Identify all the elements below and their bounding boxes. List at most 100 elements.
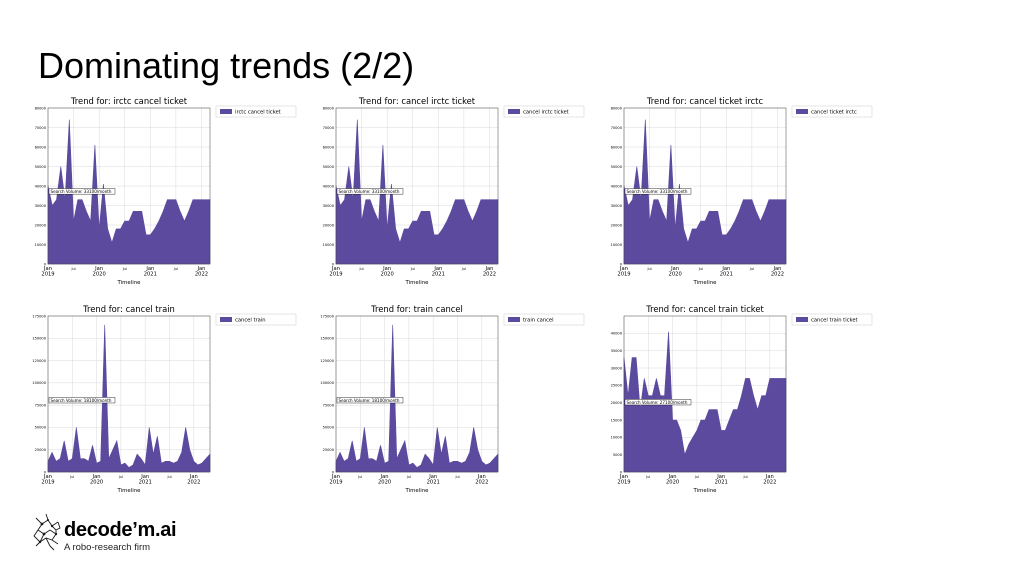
x-tick-label-line: 2019: [329, 272, 342, 278]
annotation-label: Search Volume: 18100/month: [51, 398, 112, 403]
x-tick-label-line: Jan: [716, 474, 725, 480]
trend-chart-cancel-ticket-irctc: Trend for: cancel ticket irctc 0 10000 2000…: [611, 96, 873, 286]
x-tick-label: Jan 2021: [432, 266, 445, 278]
x-tick-label-line: Jul: [698, 267, 703, 271]
chart-title: Trend for: cancel train: [82, 304, 175, 314]
trend-chart-cancel-train-ticket: Trend for: cancel train ticket 0 5000 10000…: [611, 304, 873, 494]
x-tick-label-line: 2019: [617, 480, 630, 486]
x-tick-label: Jan 2021: [715, 474, 728, 486]
brand-name: decode’m.ai: [64, 519, 177, 541]
x-tick-label-line: Jan: [189, 474, 198, 480]
trend-chart-cancel-train: Trend for: cancel train 0 25000 50000 75000 1…: [32, 304, 297, 494]
annotation-label: Search Volume: 33100/month: [339, 189, 400, 194]
x-tick-label-line: 2019: [329, 480, 342, 486]
x-tick-label-line: Jul: [454, 475, 459, 479]
annotation-box: [48, 397, 116, 404]
annotation-box: [624, 188, 692, 195]
y-tick-label: 40000: [611, 184, 623, 188]
y-tick-label: 0: [620, 262, 623, 266]
x-tick-label-line: 2021: [427, 480, 440, 486]
x-axis-label: Timeline: [693, 280, 718, 286]
x-tick-label-line: Jan: [484, 266, 493, 272]
y-tick-label: 80000: [611, 106, 623, 110]
x-tick-label-line: Jul: [71, 267, 76, 271]
y-tick-label: 30000: [611, 204, 623, 208]
y-tick-label: 35000: [611, 349, 623, 353]
x-tick-label-line: Jul: [69, 475, 74, 479]
x-tick-label: Jul: [742, 475, 747, 479]
series-area: [47, 324, 211, 473]
x-tick-label-line: Jul: [359, 267, 364, 271]
x-tick-label-line: 2021: [144, 272, 157, 278]
y-tick-label: 20000: [323, 223, 335, 227]
x-tick-label-line: Jan: [382, 266, 391, 272]
x-tick-label: Jan 2022: [763, 474, 776, 486]
y-tick-label: 5000: [613, 453, 623, 457]
x-tick-label-line: 2019: [41, 480, 54, 486]
x-tick-label-line: 2022: [195, 272, 208, 278]
legend: cancel train ticket: [791, 313, 873, 326]
x-tick-label: Jul: [359, 267, 364, 271]
x-tick-label: Jan 2019: [617, 266, 630, 278]
annotation-box: [48, 188, 116, 195]
y-tick-label: 0: [332, 470, 335, 474]
x-tick-label: Jan 2020: [90, 474, 103, 486]
x-tick-label: Jan 2022: [483, 266, 496, 278]
x-tick-label-line: Jan: [721, 266, 730, 272]
legend: train cancel: [503, 313, 585, 326]
y-tick-label: 50000: [35, 165, 47, 169]
x-tick-label-line: 2020: [666, 480, 679, 486]
annotation-label: Search Volume: 33100/month: [627, 189, 688, 194]
y-tick-label: 0: [332, 262, 335, 266]
y-tick-label: 15000: [611, 418, 623, 422]
legend-frame: [503, 105, 585, 118]
x-tick-label-line: Jan: [765, 474, 774, 480]
y-tick-label: 10000: [611, 243, 623, 247]
y-tick-label: 125000: [32, 359, 46, 363]
y-tick-label: 25000: [35, 448, 47, 452]
x-tick-label-line: Jan: [619, 266, 628, 272]
series-area: [335, 119, 499, 265]
legend-label: cancel irctc ticket: [523, 109, 569, 115]
plot-frame: [335, 107, 499, 265]
x-tick-label: Jul: [694, 475, 699, 479]
x-tick-label-line: Jul: [122, 267, 127, 271]
legend: cancel ticket irctc: [791, 105, 873, 118]
x-tick-label: Jul: [698, 267, 703, 271]
legend-frame: [215, 105, 297, 118]
x-tick-label-line: Jan: [145, 266, 154, 272]
x-tick-label-line: 2022: [475, 480, 488, 486]
series-area: [335, 324, 499, 473]
x-tick-label: Jan 2022: [771, 266, 784, 278]
y-tick-label: 175000: [32, 314, 46, 318]
legend-frame: [503, 313, 585, 326]
y-tick-label: 20000: [611, 401, 623, 405]
y-tick-label: 75000: [35, 403, 47, 407]
y-tick-label: 30000: [323, 204, 335, 208]
x-tick-label: Jan 2021: [720, 266, 733, 278]
x-tick-label: Jul: [454, 475, 459, 479]
annotation-box: [336, 397, 404, 404]
y-tick-label: 50000: [35, 426, 47, 430]
x-tick-label: Jul: [69, 475, 74, 479]
y-tick-label: 70000: [611, 126, 623, 130]
y-tick-label: 0: [44, 262, 47, 266]
x-tick-label: Jan 2022: [187, 474, 200, 486]
x-tick-label-line: Jan: [43, 266, 52, 272]
x-tick-label-line: 2022: [483, 272, 496, 278]
x-axis-label: Timeline: [405, 488, 430, 494]
x-tick-label: Jan 2022: [475, 474, 488, 486]
x-tick-label-line: Jan: [477, 474, 486, 480]
legend-label: irctc cancel ticket: [235, 109, 281, 115]
x-tick-label: Jan 2021: [139, 474, 152, 486]
plot-frame: [623, 107, 787, 265]
x-tick-label: Jul: [71, 267, 76, 271]
x-tick-label-line: Jul: [742, 475, 747, 479]
y-tick-label: 10000: [611, 436, 623, 440]
x-tick-label: Jan 2020: [93, 266, 106, 278]
x-tick-label-line: Jan: [772, 266, 781, 272]
x-tick-label-line: 2020: [90, 480, 103, 486]
x-tick-label: Jul: [461, 267, 466, 271]
chart-title: Trend for: cancel irctc ticket: [358, 96, 476, 106]
x-tick-label-line: Jul: [118, 475, 123, 479]
